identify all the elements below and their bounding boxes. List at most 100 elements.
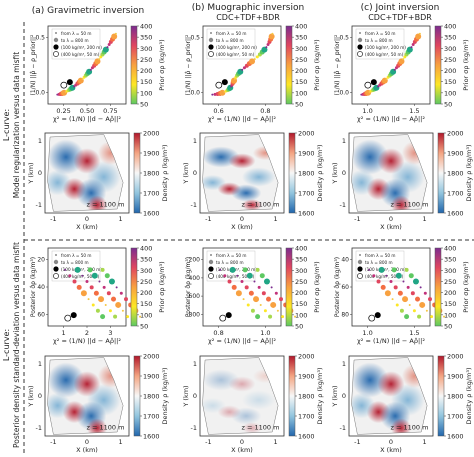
legend-label: to λ = 800 m [365, 260, 393, 265]
colorbar-tick-label: 350 [444, 256, 456, 264]
legend-label: (400 kg/m³, 50 m) [61, 274, 100, 279]
data-point [108, 309, 112, 313]
colorbar-label: Density ρ (kg/m³) [465, 144, 473, 201]
colorbar [285, 247, 293, 327]
data-point [98, 58, 101, 61]
colorbar-tick-label: 1800 [143, 393, 160, 401]
map-field [351, 357, 428, 435]
legend-marker [55, 254, 57, 256]
y-tick-label: 0 [38, 169, 42, 177]
data-point [412, 278, 419, 285]
colorbar-tick-label: 50 [140, 101, 148, 109]
y-tick-label: 0.5 [190, 35, 200, 42]
data-point [80, 290, 87, 297]
column-title: (b) Muographic inversion [192, 3, 304, 13]
colorbar-tick-label: 100 [295, 89, 307, 97]
lcurve-panel: from λ = 50 m to λ = 800 m (100 kg/m³, 200… [30, 23, 166, 124]
data-point [244, 285, 249, 290]
data-point [139, 315, 142, 318]
colorbar-tick-label: 300 [444, 45, 456, 53]
data-point [263, 309, 267, 313]
data-point [91, 303, 95, 307]
x-tick-label: 0 [85, 215, 89, 223]
row-group-heading: L-curve: [2, 329, 11, 361]
colorbar [130, 25, 138, 105]
colorbar-tick-label: 400 [140, 245, 152, 253]
depth-annotation: z = 1100 m [391, 424, 429, 432]
colorbar [285, 25, 293, 105]
y-tick-label: 0.0 [339, 89, 349, 96]
colorbar-tick-label: 1800 [143, 170, 160, 178]
colorbar-tick-label: 1900 [447, 150, 464, 158]
legend-box [206, 28, 256, 60]
legend-label: (100 kg/m³, 200 m) [216, 267, 257, 272]
data-point [419, 301, 426, 308]
density-anomaly [202, 397, 227, 414]
colorbar-tick-label: 300 [140, 45, 152, 53]
data-point [114, 32, 117, 35]
legend-marker [53, 266, 59, 272]
data-point [87, 267, 93, 273]
colorbar-tick-label: 1900 [447, 373, 464, 381]
lcurve-panel: from λ = 50 m to λ = 800 m (100 kg/m³, 200… [334, 245, 470, 346]
legend-label: to λ = 800 m [216, 38, 244, 43]
x-tick-label: 0 [389, 215, 393, 223]
depth-annotation: z = 1100 m [87, 424, 125, 432]
colorbar [288, 355, 296, 437]
colorbar-label: Density ρ (kg/m³) [316, 144, 324, 201]
data-point [266, 296, 272, 302]
row-group-subtitle: Posterior density standard-deviation ver… [12, 242, 21, 448]
row-group-labels: L-curve: Model regularization versus dat… [2, 52, 21, 448]
data-point [89, 285, 94, 290]
y-axis-label: Y (km) [27, 162, 35, 184]
data-point [428, 297, 432, 302]
legend-marker [53, 259, 59, 265]
data-point [246, 303, 250, 307]
colorbar-label: Prior σρ (kg/m³) [462, 261, 470, 312]
data-point [87, 298, 90, 301]
column-title: (a) Gravimetric inversion [32, 6, 144, 16]
data-point [395, 303, 399, 307]
y-tick-label: 1 [38, 137, 42, 145]
colorbar-tick-label: 2000 [447, 130, 464, 138]
data-point [126, 315, 130, 319]
density-anomaly [202, 174, 227, 191]
data-point [89, 68, 92, 71]
x-tick-label: 0.75 [103, 107, 117, 115]
density-map-panel: z = 1100 m -1 0 1 1 0 -1 X (km) Y (km) 2000 1900 18… [27, 130, 169, 232]
data-point [121, 309, 124, 312]
x-tick-label: 1 [274, 438, 278, 446]
y-tick-label: 0.5 [35, 35, 45, 42]
x-tick-label: 1.5 [409, 329, 419, 337]
y-tick-label: -1 [36, 201, 42, 209]
data-point [106, 46, 109, 49]
colorbar-tick-label: 200 [140, 67, 152, 75]
legend-label: to λ = 800 m [365, 38, 393, 43]
lcurve-panel: from λ = 50 m to λ = 800 m (100 kg/m³, 200… [185, 23, 321, 124]
data-point [255, 55, 259, 59]
colorbar-tick-label: 150 [295, 78, 307, 86]
x-axis-label: X (km) [231, 223, 253, 231]
x-tick-label: 0.8 [213, 329, 223, 337]
selected-point [70, 312, 77, 319]
data-point [376, 279, 381, 284]
data-point [263, 278, 270, 285]
colorbar [434, 247, 442, 327]
x-tick-label: 1 [62, 329, 66, 337]
map-field [202, 134, 279, 212]
legend-marker [53, 273, 59, 279]
colorbar-label: Density ρ (kg/m³) [161, 367, 169, 424]
legend-marker [357, 273, 363, 279]
colorbar [437, 132, 445, 214]
data-point [402, 296, 409, 303]
data-point [91, 272, 98, 279]
colorbar-tick-label: 2000 [298, 130, 315, 138]
density-anomaly [351, 392, 376, 419]
data-point [259, 273, 265, 279]
y-axis-label: Y (km) [182, 385, 190, 407]
colorbar [288, 132, 296, 214]
legend-marker [359, 254, 361, 256]
data-point [412, 309, 416, 313]
x-tick-label: 1.0 [260, 329, 270, 337]
